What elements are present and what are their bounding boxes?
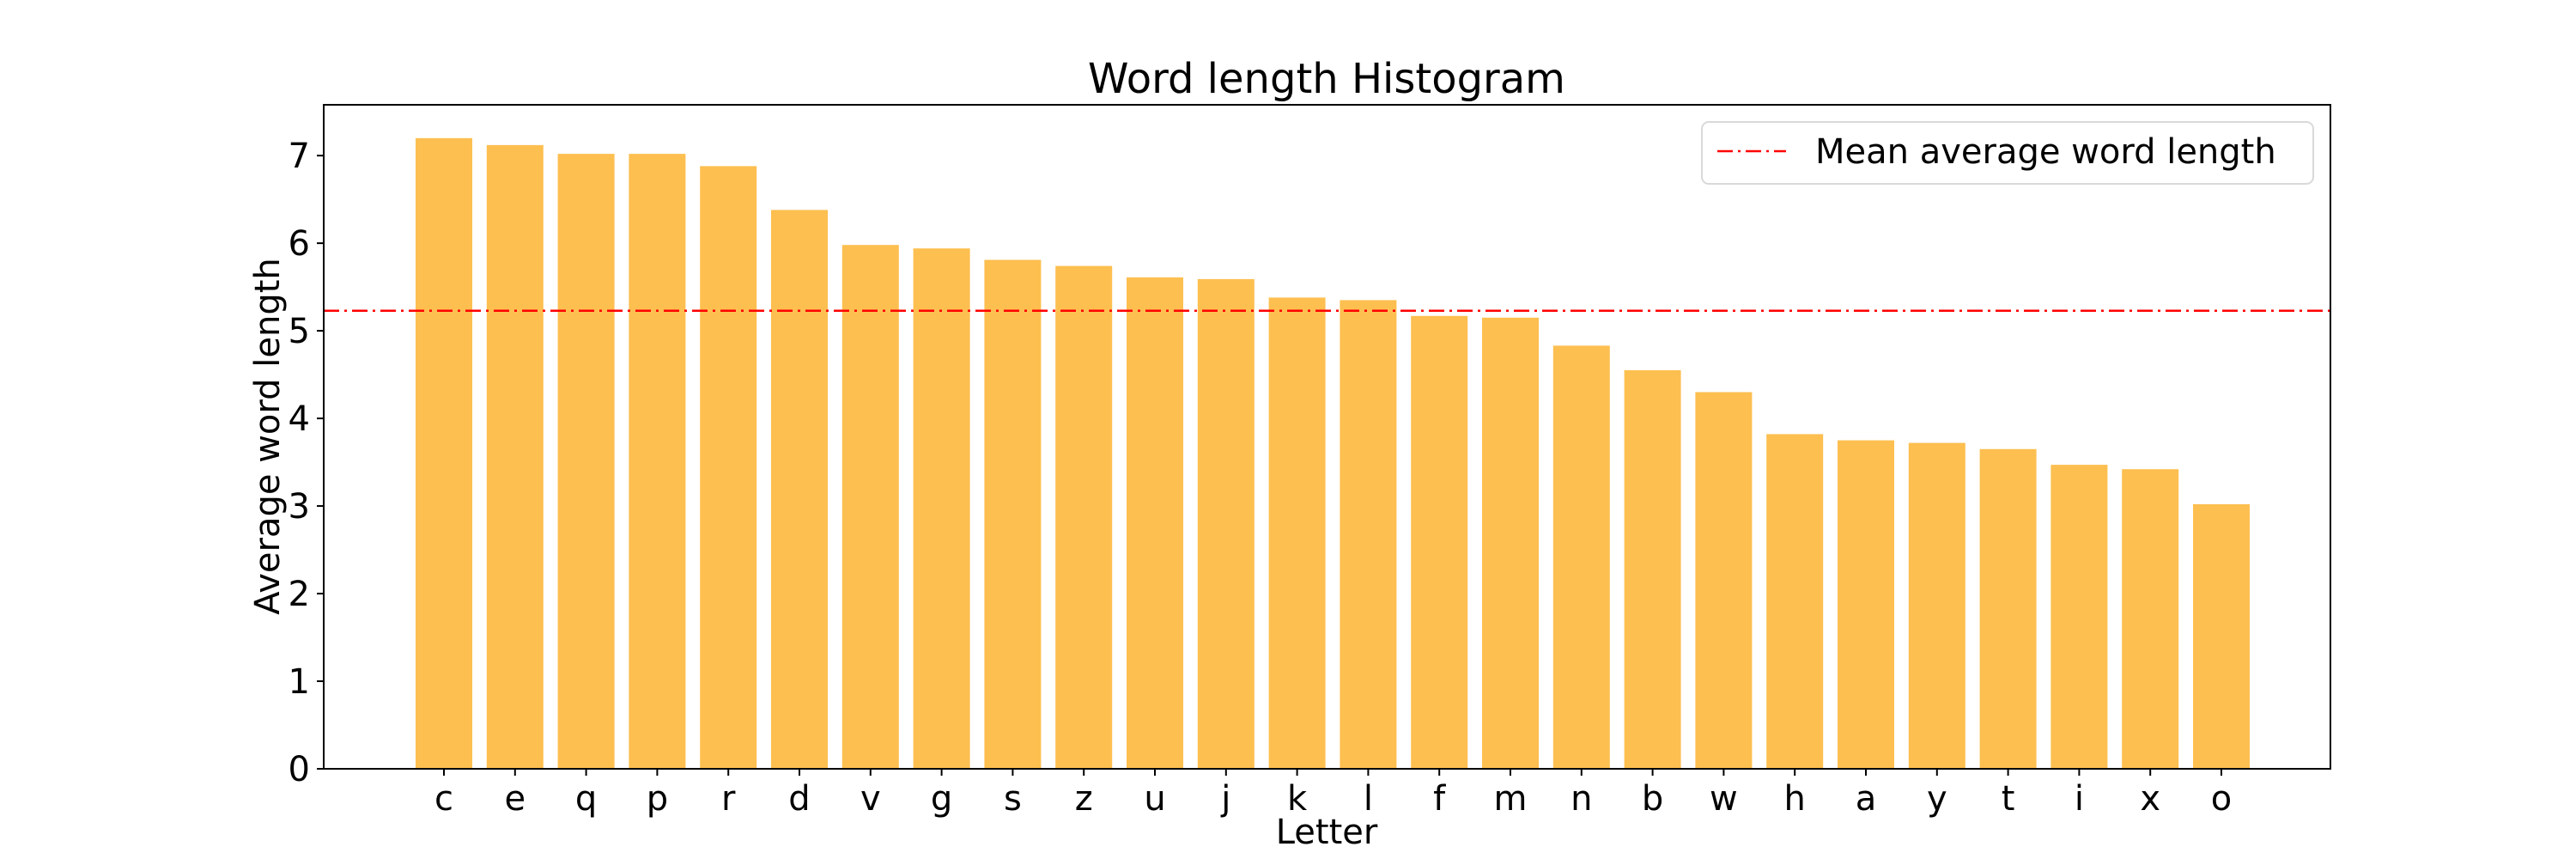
legend: Mean average word length (1701, 121, 2314, 185)
x-tick-label-n: n (1571, 779, 1592, 819)
x-tick-label-v: v (860, 779, 881, 819)
y-tick-label-5: 5 (289, 312, 310, 351)
x-tick-label-x: x (2140, 779, 2160, 819)
bar-w (1695, 392, 1753, 769)
y-tick-label-3: 3 (289, 487, 310, 527)
bar-l (1340, 300, 1397, 769)
x-tick-label-b: b (1642, 779, 1663, 819)
bar-h (1766, 434, 1824, 769)
x-tick-label-z: z (1075, 779, 1093, 819)
y-tick-label-7: 7 (289, 137, 310, 176)
bar-y (1908, 442, 1965, 769)
bar-s (984, 259, 1042, 769)
x-tick-label-s: s (1004, 779, 1022, 819)
bars-group (416, 137, 2250, 770)
bar-a (1838, 440, 1894, 769)
y-tick-label-0: 0 (289, 750, 310, 789)
chart-title: Word length Histogram (1088, 55, 1565, 103)
x-tick-label-a: a (1856, 779, 1877, 819)
bar-k (1268, 297, 1326, 769)
bar-z (1055, 265, 1113, 770)
bar-e (486, 144, 544, 769)
x-tick-label-f: f (1433, 779, 1446, 819)
legend-mean-label: Mean average word length (1815, 132, 2276, 172)
x-tick-label-m: m (1494, 779, 1528, 819)
bar-x (2122, 469, 2179, 769)
x-tick-label-u: u (1144, 779, 1165, 819)
plot-frame (323, 104, 2331, 770)
x-tick-label-l: l (1364, 779, 1373, 819)
x-tick-label-h: h (1784, 779, 1806, 819)
bar-j (1197, 278, 1255, 769)
y-tick-label-6: 6 (289, 224, 310, 264)
x-tick-label-p: p (647, 779, 668, 819)
bar-q (557, 154, 615, 770)
y-axis: 0 1 2 3 4 5 6 7 (289, 137, 324, 789)
y-tick-label-2: 2 (289, 575, 310, 614)
bar-b (1624, 370, 1681, 769)
x-tick-label-j: j (1220, 779, 1230, 819)
x-tick-label-t: t (2002, 779, 2015, 819)
x-tick-label-y: y (1927, 779, 1947, 819)
x-tick-label-d: d (788, 779, 810, 819)
bar-u (1127, 277, 1183, 769)
x-tick-label-q: q (575, 779, 597, 819)
bar-r (700, 166, 757, 769)
x-tick-label-r: r (721, 779, 736, 819)
x-tick-label-e: e (504, 779, 526, 819)
bar-t (1979, 448, 2037, 769)
x-tick-label-i: i (2075, 779, 2084, 819)
y-tick-label-4: 4 (289, 399, 310, 439)
bar-p (629, 154, 686, 770)
legend-box (1701, 121, 2314, 185)
bar-g (913, 248, 970, 769)
bar-c (416, 137, 472, 770)
bar-v (841, 245, 899, 769)
bar-d (771, 210, 828, 769)
x-axis-label: Letter (1276, 813, 1378, 852)
x-tick-label-w: w (1710, 779, 1738, 819)
y-tick-label-1: 1 (289, 662, 310, 702)
bar-o (2193, 504, 2250, 769)
x-tick-label-c: c (434, 779, 453, 819)
bar-f (1411, 315, 1468, 769)
x-tick-label-o: o (2211, 779, 2232, 819)
bar-m (1482, 317, 1539, 769)
bar-i (2050, 465, 2108, 769)
x-tick-label-g: g (931, 779, 952, 819)
bar-n (1552, 345, 1610, 769)
x-tick-label-k: k (1287, 779, 1308, 819)
y-axis-label: Average word length (248, 258, 288, 615)
